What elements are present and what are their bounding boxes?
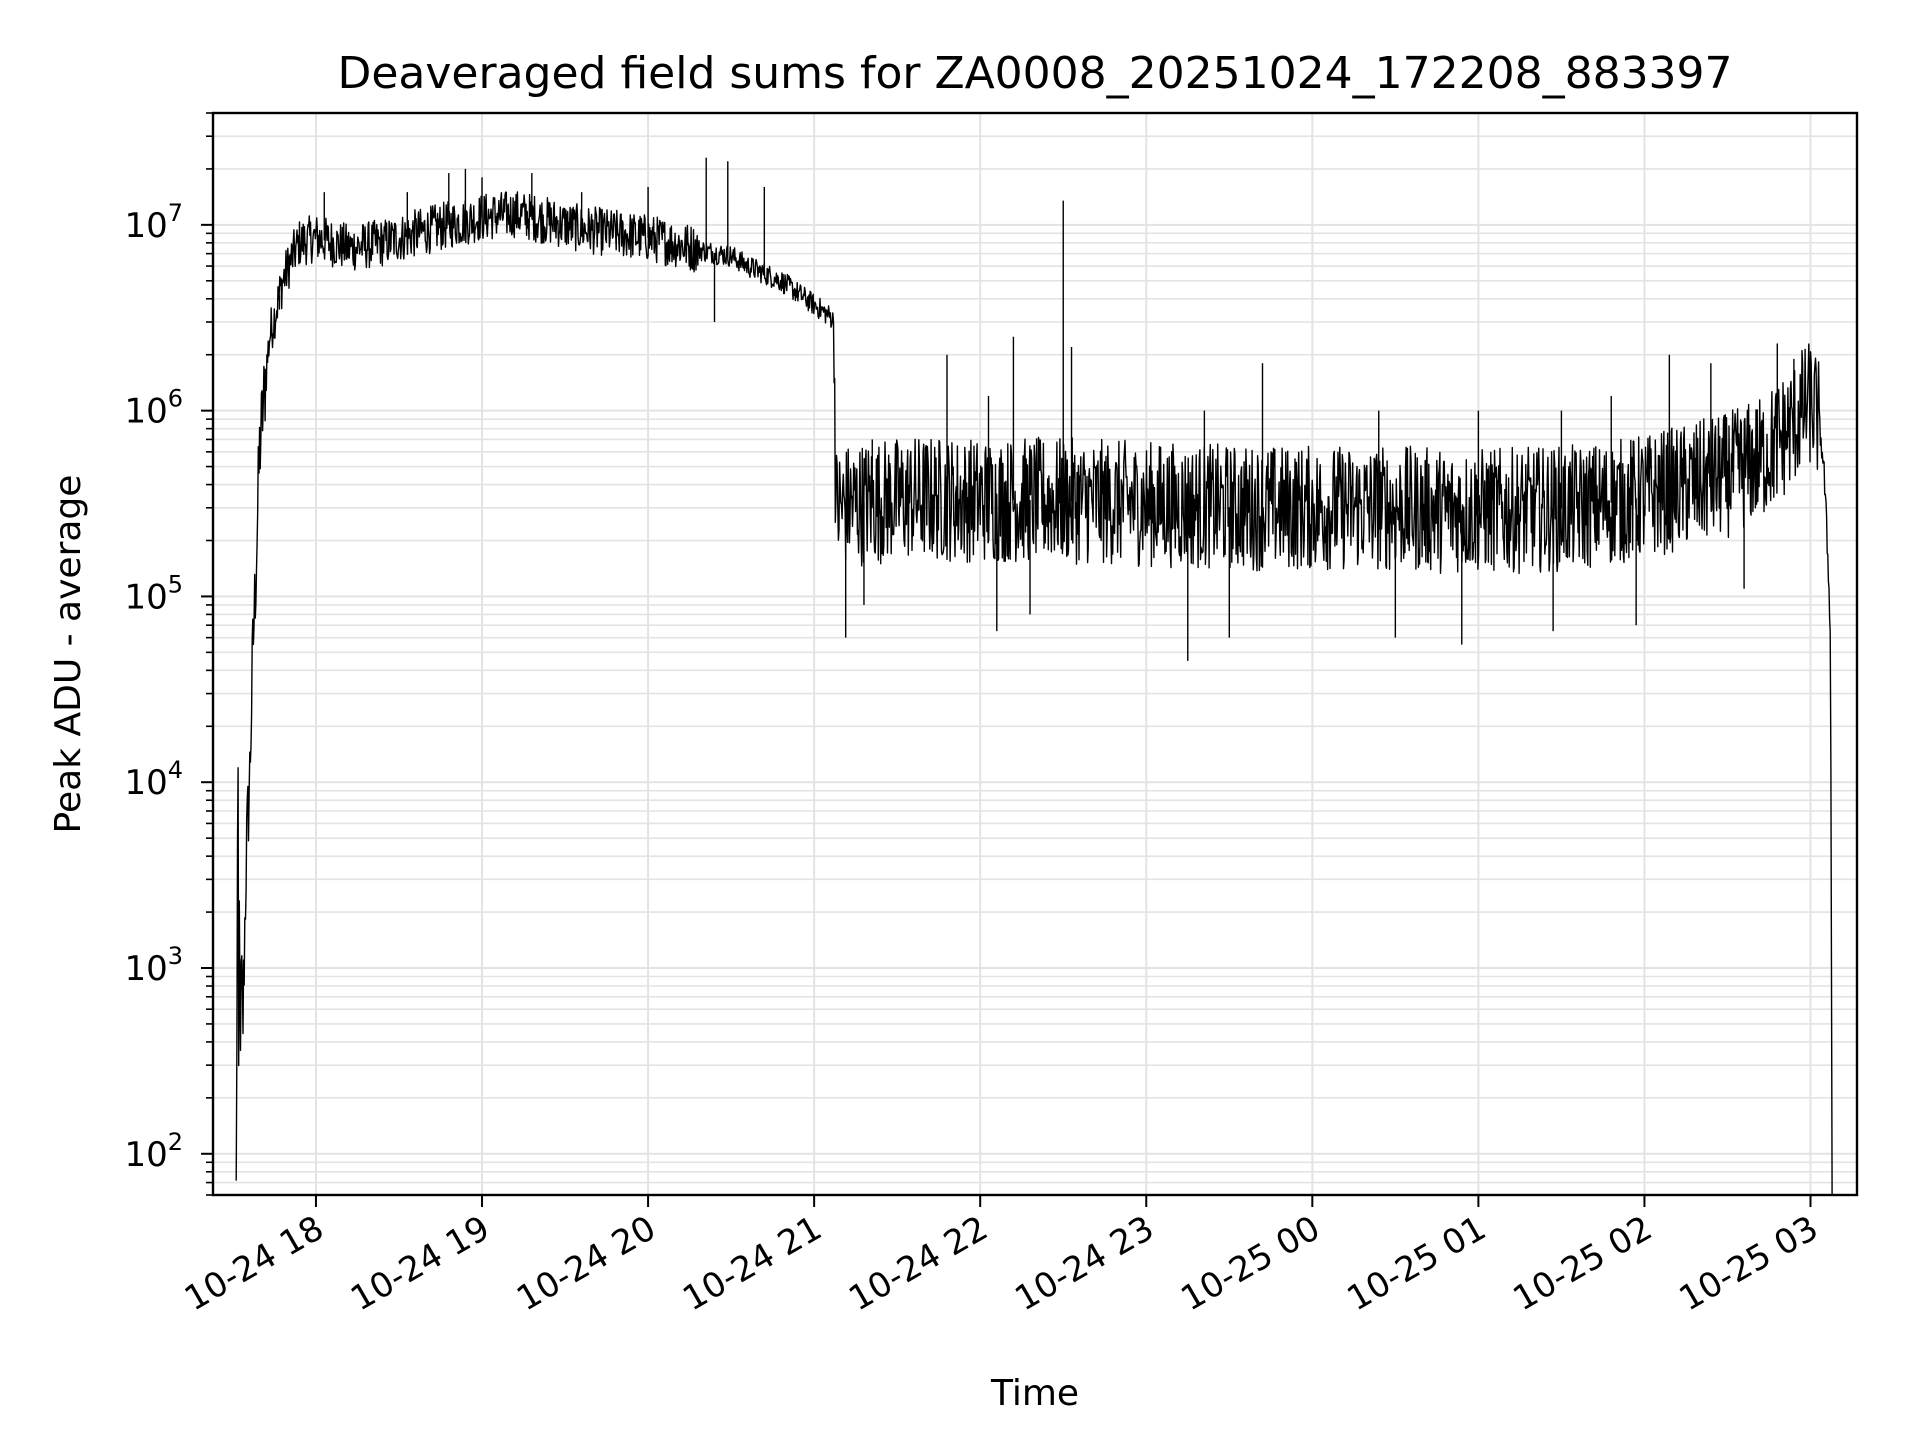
- y-tick-label: 105: [124, 570, 183, 617]
- series-line-field-sum: [235, 191, 1833, 1196]
- series-layer: [235, 157, 1833, 1196]
- y-tick-label: 104: [124, 756, 183, 803]
- y-tick-label: 106: [124, 385, 183, 432]
- y-tick-label: 103: [124, 942, 183, 989]
- y-tick-label: 107: [124, 199, 183, 246]
- y-tick-label: 102: [124, 1128, 183, 1175]
- chart-title: Deaveraged field sums for ZA0008_2025102…: [337, 48, 1732, 99]
- y-axis-title: Peak ADU - average: [48, 475, 89, 834]
- y-axis: 102 103 104 105 106 107: [124, 112, 213, 1196]
- plot-frame: [211, 111, 1859, 1197]
- x-axis-title: Time: [990, 1373, 1079, 1414]
